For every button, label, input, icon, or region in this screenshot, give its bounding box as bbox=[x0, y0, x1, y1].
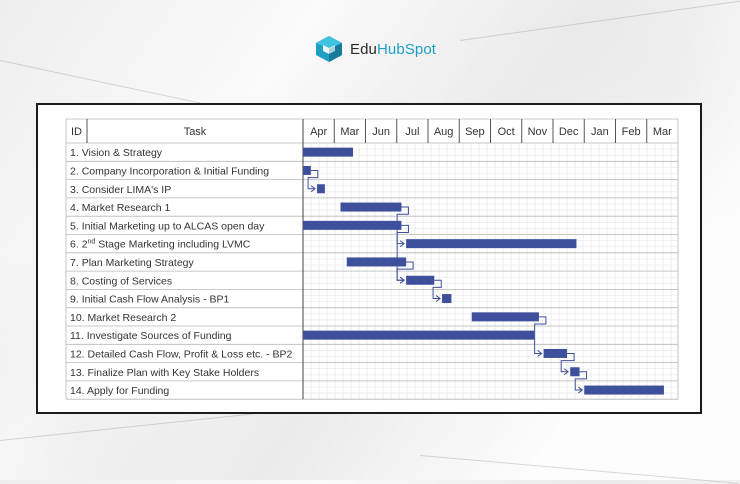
month-label: Apr bbox=[310, 126, 327, 138]
brand-name: EduHubSpot bbox=[350, 41, 436, 58]
dependency-arrowhead bbox=[537, 350, 543, 357]
dependency-connector bbox=[534, 316, 547, 354]
gantt-frame: ID Task Apr Mar Jun Jul Aug Sep Oct Nov Dec Jan Feb M… bbox=[36, 103, 702, 414]
task-bar bbox=[543, 348, 568, 358]
task-label: 2. Company Incorporation & Initial Fundi… bbox=[70, 165, 269, 177]
month-label: Sep bbox=[465, 126, 485, 138]
month-label: Mar bbox=[653, 126, 672, 138]
hexagon-logo-icon bbox=[316, 36, 342, 62]
month-label: Jul bbox=[405, 126, 419, 138]
task-label: 4. Market Research 1 bbox=[70, 202, 171, 214]
task-bar bbox=[340, 202, 402, 212]
month-label: Mar bbox=[340, 126, 359, 138]
task-label: 3. Consider LIMA's IP bbox=[70, 184, 171, 196]
dependency-arrowhead bbox=[310, 185, 316, 193]
task-label: 10. Market Research 2 bbox=[70, 312, 176, 324]
dependency-arrowhead bbox=[399, 276, 405, 284]
task-bar bbox=[303, 147, 353, 157]
month-label: Oct bbox=[498, 126, 515, 138]
month-label: Aug bbox=[434, 126, 454, 138]
task-label: 12. Detailed Cash Flow, Profit & Loss et… bbox=[70, 348, 293, 360]
dependency-arrowhead bbox=[399, 240, 405, 248]
task-bar bbox=[406, 239, 577, 249]
task-bar bbox=[317, 184, 325, 194]
dependency-connector bbox=[396, 206, 409, 245]
brand-logo[interactable]: EduHubSpot bbox=[314, 35, 436, 63]
task-label: 13. Finalize Plan with Key Stake Holders bbox=[70, 367, 259, 379]
task-label: 1. Vision & Strategy bbox=[70, 147, 163, 159]
task-bar bbox=[442, 294, 452, 304]
task-bar bbox=[346, 257, 407, 267]
task-label: 9. Initial Cash Flow Analysis - BP1 bbox=[70, 294, 229, 306]
task-label: 5. Initial Marketing up to ALCAS open da… bbox=[70, 220, 265, 232]
dependency-arrowhead bbox=[577, 386, 584, 394]
task-bar bbox=[584, 385, 664, 395]
dependency-connector bbox=[307, 169, 319, 190]
dependency-connector bbox=[560, 352, 575, 373]
dependency-connector bbox=[574, 371, 588, 391]
gantt-chart: ID Task Apr Mar Jun Jul Aug Sep Oct Nov Dec Jan Feb M… bbox=[65, 118, 679, 400]
task-label: 14. Apply for Funding bbox=[70, 385, 169, 397]
task-bar bbox=[303, 165, 311, 175]
dependency-connector bbox=[432, 279, 442, 300]
task-label: 11. Investigate Sources of Funding bbox=[70, 330, 232, 342]
task-bar bbox=[471, 312, 539, 322]
task-bar bbox=[570, 367, 580, 377]
marble-vein bbox=[459, 0, 740, 41]
task-label: 7. Plan Marketing Strategy bbox=[70, 257, 194, 269]
month-label: Dec bbox=[559, 126, 579, 138]
task-bar bbox=[406, 275, 435, 285]
brand-name-part2: HubSpot bbox=[377, 40, 437, 58]
month-label: Jun bbox=[372, 126, 390, 138]
task-bar bbox=[303, 220, 402, 230]
brand-name-part1: Edu bbox=[350, 40, 377, 58]
task-label: 8. Costing of Services bbox=[70, 275, 172, 287]
dependency-arrowhead bbox=[563, 368, 570, 376]
header-task: Task bbox=[184, 126, 207, 138]
header-id: ID bbox=[71, 126, 82, 138]
month-label: Nov bbox=[528, 126, 548, 138]
dependency-connector bbox=[396, 261, 414, 281]
task-bar bbox=[303, 330, 535, 340]
month-label: Jan bbox=[591, 126, 609, 138]
dependency-arrowhead bbox=[435, 295, 441, 302]
month-label: Feb bbox=[622, 126, 641, 138]
task-label: 6. 2nd Stage Marketing including LVMC bbox=[70, 239, 251, 251]
